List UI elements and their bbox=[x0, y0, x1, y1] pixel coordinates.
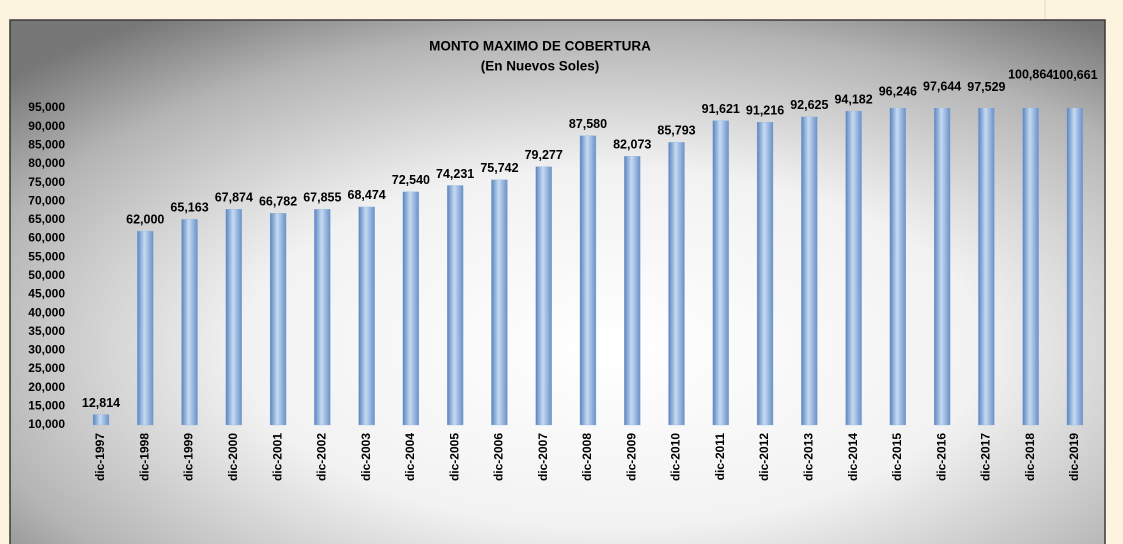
value-label: 100,864 bbox=[1008, 67, 1053, 81]
x-tick-label: dic-2006 bbox=[492, 433, 506, 481]
y-tick-label: 45,000 bbox=[28, 287, 65, 301]
bar bbox=[1022, 108, 1039, 426]
bar bbox=[1066, 108, 1084, 426]
x-tick-label: dic-2014 bbox=[846, 433, 860, 481]
y-tick-label: 25,000 bbox=[28, 361, 65, 375]
value-label: 97,529 bbox=[967, 80, 1005, 94]
y-tick-label: 20,000 bbox=[28, 380, 65, 394]
chart-subtitle: (En Nuevos Soles) bbox=[481, 59, 600, 74]
x-tick-label: dic-2019 bbox=[1067, 433, 1081, 481]
value-label: 68,474 bbox=[348, 188, 386, 202]
y-tick-label: 85,000 bbox=[28, 137, 65, 151]
x-tick-label: dic-1998 bbox=[137, 433, 151, 481]
x-tick-label: dic-2016 bbox=[934, 433, 948, 481]
y-tick-label: 30,000 bbox=[28, 343, 65, 357]
y-tick-label: 40,000 bbox=[28, 305, 65, 319]
bar bbox=[358, 206, 375, 426]
bars bbox=[92, 108, 1084, 426]
value-label: 87,580 bbox=[569, 117, 607, 131]
value-label: 12,814 bbox=[82, 396, 120, 410]
x-tick-label: dic-2013 bbox=[801, 433, 815, 481]
bar bbox=[225, 209, 242, 426]
y-tick-label: 50,000 bbox=[28, 268, 65, 282]
bar bbox=[314, 209, 331, 426]
bar bbox=[889, 108, 907, 426]
bar bbox=[137, 230, 154, 426]
value-label: 82,073 bbox=[613, 138, 651, 152]
y-tick-label: 55,000 bbox=[28, 249, 65, 263]
x-tick-label: dic-2015 bbox=[890, 433, 904, 481]
bar bbox=[92, 414, 110, 426]
chart-title: MONTO MAXIMO DE COBERTURA bbox=[429, 39, 651, 54]
value-label: 94,182 bbox=[834, 92, 872, 106]
value-label: 62,000 bbox=[126, 212, 164, 226]
bar bbox=[801, 116, 818, 426]
x-tick-label: dic-2000 bbox=[226, 433, 240, 481]
y-tick-label: 75,000 bbox=[28, 175, 65, 189]
x-tick-label: dic-2018 bbox=[1023, 433, 1037, 481]
y-tick-label: 90,000 bbox=[28, 119, 65, 133]
value-label: 67,855 bbox=[303, 191, 341, 205]
bar bbox=[756, 121, 774, 426]
x-tick-label: dic-2005 bbox=[447, 433, 461, 481]
y-tick-label: 80,000 bbox=[28, 156, 65, 170]
x-tick-label: dic-2004 bbox=[403, 433, 417, 481]
y-tick-label: 35,000 bbox=[28, 324, 65, 338]
value-label: 65,163 bbox=[170, 201, 208, 215]
bar bbox=[845, 110, 862, 426]
x-tick-label: dic-2010 bbox=[669, 433, 683, 481]
bar bbox=[491, 179, 508, 426]
y-tick-label: 60,000 bbox=[28, 231, 65, 245]
x-tick-label: dic-2002 bbox=[315, 433, 329, 481]
x-tick-label: dic-1997 bbox=[93, 433, 107, 481]
y-tick-label: 65,000 bbox=[28, 212, 65, 226]
x-tick-label: dic-2001 bbox=[270, 433, 284, 481]
value-label: 72,540 bbox=[392, 173, 430, 187]
value-label: 75,742 bbox=[480, 161, 518, 175]
y-tick-label: 70,000 bbox=[28, 193, 65, 207]
bar bbox=[535, 166, 552, 426]
bar bbox=[668, 142, 685, 426]
value-label: 96,246 bbox=[879, 85, 917, 99]
x-tick-label: dic-2017 bbox=[979, 433, 993, 481]
bar bbox=[269, 213, 287, 426]
x-tick-label: dic-2008 bbox=[580, 433, 594, 481]
value-label: 66,782 bbox=[259, 195, 297, 209]
x-tick-label: dic-2012 bbox=[757, 433, 771, 481]
bar bbox=[579, 135, 597, 426]
bar bbox=[978, 108, 995, 426]
y-tick-label: 15,000 bbox=[28, 399, 65, 413]
value-label: 92,625 bbox=[790, 98, 828, 112]
bar bbox=[181, 219, 198, 426]
bar bbox=[624, 156, 641, 426]
y-tick-label: 95,000 bbox=[28, 100, 65, 114]
bar bbox=[447, 185, 464, 426]
x-tick-label: dic-1999 bbox=[182, 433, 196, 481]
bar bbox=[402, 191, 420, 426]
x-tick-label: dic-2011 bbox=[713, 433, 727, 481]
x-tick-label: dic-2007 bbox=[536, 433, 550, 481]
value-label: 97,644 bbox=[923, 79, 961, 93]
x-tick-label: dic-2003 bbox=[359, 433, 373, 481]
y-tick-label: 10,000 bbox=[28, 417, 65, 431]
value-label: 91,216 bbox=[746, 103, 784, 117]
bar bbox=[712, 120, 729, 426]
value-label: 79,277 bbox=[525, 148, 563, 162]
x-tick-label: dic-2009 bbox=[624, 433, 638, 481]
value-label: 74,231 bbox=[436, 167, 474, 181]
value-label: 67,874 bbox=[215, 190, 253, 204]
value-label: 91,621 bbox=[702, 102, 740, 116]
value-label: 85,793 bbox=[657, 124, 695, 138]
value-label: 100,661 bbox=[1052, 68, 1097, 82]
bar bbox=[933, 108, 951, 426]
